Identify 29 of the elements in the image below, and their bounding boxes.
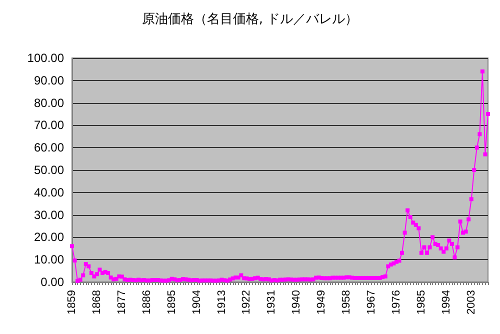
y-tick-label: 40.00 <box>34 185 64 200</box>
y-tick-label: 0.00 <box>40 275 64 289</box>
x-tick-label: 1904 <box>190 290 203 314</box>
y-tick-label: 60.00 <box>34 140 64 155</box>
x-tick-label: 1868 <box>90 290 103 314</box>
x-tick-label: 1940 <box>290 290 303 314</box>
x-tick-label: 1949 <box>316 290 328 314</box>
x-tick-label: 1859 <box>66 290 78 314</box>
x-tick-label: 1931 <box>266 290 278 314</box>
x-tick-label: 1913 <box>216 290 228 314</box>
x-tick-label: 1976 <box>390 290 402 314</box>
x-tick-label: 1994 <box>440 290 452 314</box>
y-tick-label: 20.00 <box>34 230 64 244</box>
y-tick-label: 80.00 <box>34 96 64 110</box>
chart-title: 原油価格（名目価格, ドル／バレル） <box>142 12 358 27</box>
x-tick-label: 1922 <box>240 290 253 314</box>
y-tick-label: 70.00 <box>34 118 64 132</box>
x-tick-label: 1895 <box>166 290 178 314</box>
x-tick-label: 1886 <box>140 290 153 314</box>
x-tick-label: 1877 <box>116 290 128 314</box>
x-tick-label: 1985 <box>415 290 428 314</box>
x-tick-label: 1958 <box>340 290 353 314</box>
y-tick-label: 10.00 <box>34 252 64 267</box>
y-tick-label: 90.00 <box>34 73 64 88</box>
y-tick-label: 50.00 <box>34 163 64 177</box>
y-tick-label: 100.00 <box>27 51 64 65</box>
x-tick-label: 2003 <box>465 290 478 314</box>
x-tick-label: 1967 <box>366 290 378 314</box>
y-tick-label: 30.00 <box>34 208 64 222</box>
